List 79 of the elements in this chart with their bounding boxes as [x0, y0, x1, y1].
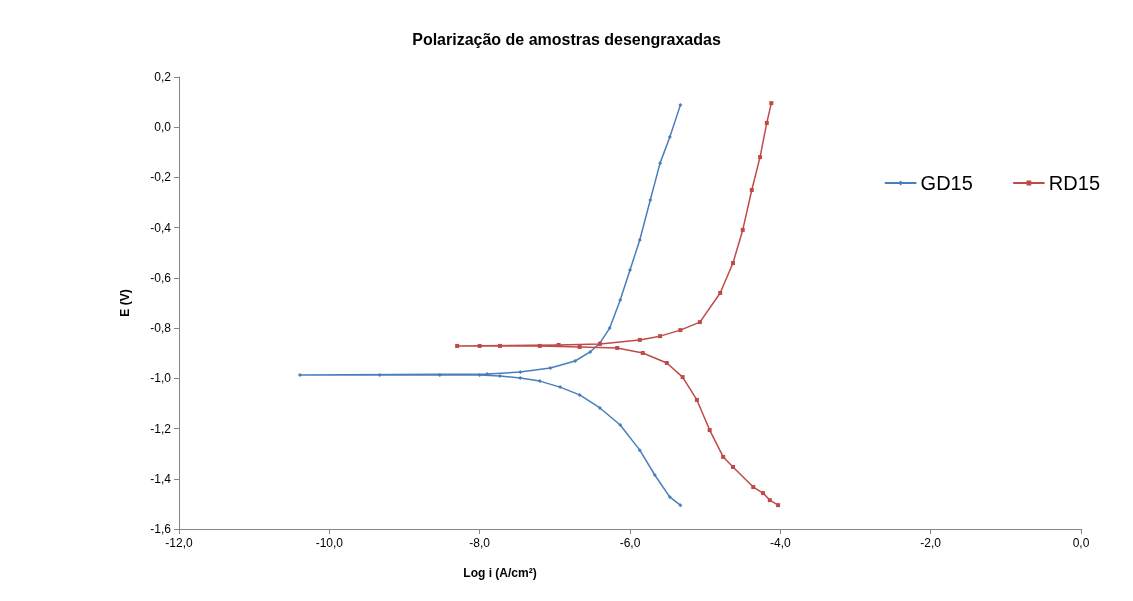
x-tick-label: -4,0 [769, 536, 791, 550]
point [658, 334, 663, 339]
legend-label: RD15 [1048, 172, 1101, 194]
legend-label: GD15 [920, 172, 973, 194]
point [607, 326, 612, 331]
point [477, 373, 482, 378]
point [680, 375, 685, 380]
x-axis-title: Log i (A/cm²) [463, 566, 537, 580]
point [537, 379, 542, 384]
point [518, 370, 523, 375]
point [678, 503, 683, 508]
point [618, 297, 623, 302]
y-tick-label: -0,8 [150, 321, 172, 336]
y-tick-label: -0,6 [150, 270, 172, 285]
point [667, 495, 672, 500]
x-tick-label: -8,0 [469, 536, 491, 550]
point [637, 237, 642, 242]
point [377, 373, 382, 378]
point [477, 343, 482, 348]
point [721, 454, 726, 459]
point [751, 485, 756, 490]
point [767, 498, 772, 503]
point [556, 342, 561, 347]
point [730, 464, 735, 469]
point [597, 405, 602, 410]
y-tick-label: -1,6 [150, 522, 172, 536]
point [637, 337, 642, 342]
point [637, 448, 642, 453]
point [558, 385, 563, 390]
x-tick-label: -2,0 [920, 536, 942, 550]
point [577, 392, 582, 397]
x-tick-label: -6,0 [619, 536, 641, 550]
point [764, 120, 769, 125]
y-tick-label: 0,2 [154, 70, 172, 84]
point [497, 374, 502, 379]
point [758, 155, 763, 160]
point [718, 290, 723, 295]
y-tick-label: -0,4 [150, 220, 172, 235]
point [628, 268, 632, 273]
point [548, 366, 553, 371]
point [298, 373, 303, 378]
point [577, 344, 582, 349]
point [652, 473, 657, 478]
point [455, 343, 460, 348]
point [740, 227, 745, 232]
point [640, 350, 645, 355]
point [667, 135, 672, 140]
line-series [298, 103, 683, 508]
point [694, 397, 699, 402]
y-tick-label: -1,2 [150, 421, 172, 436]
point [573, 359, 578, 364]
point [437, 373, 442, 378]
point [678, 328, 683, 333]
point [761, 491, 766, 496]
y-tick-label: -1,0 [150, 371, 172, 386]
y-tick-label: 0,0 [154, 120, 172, 135]
point [776, 503, 781, 508]
point [497, 343, 502, 348]
point [749, 188, 754, 192]
x-tick-label: 0,0 [1072, 536, 1090, 550]
point [537, 343, 542, 348]
y-axis-title: E (V) [118, 289, 132, 317]
y-tick-label: -1,4 [150, 471, 172, 486]
chart-title: Polarização de amostras desengraxadas [412, 30, 721, 48]
point [615, 345, 620, 350]
x-tick-label: -12,0 [165, 536, 193, 550]
point [730, 261, 735, 266]
point [664, 361, 669, 366]
point [769, 101, 774, 106]
point [588, 349, 593, 354]
point [518, 376, 523, 381]
point [678, 103, 683, 108]
point [697, 320, 702, 325]
point [658, 161, 663, 166]
point [648, 198, 653, 203]
x-tick-label: -10,0 [315, 536, 344, 550]
point [618, 423, 623, 428]
y-tick-label: -0,2 [150, 170, 172, 185]
point [707, 428, 712, 433]
